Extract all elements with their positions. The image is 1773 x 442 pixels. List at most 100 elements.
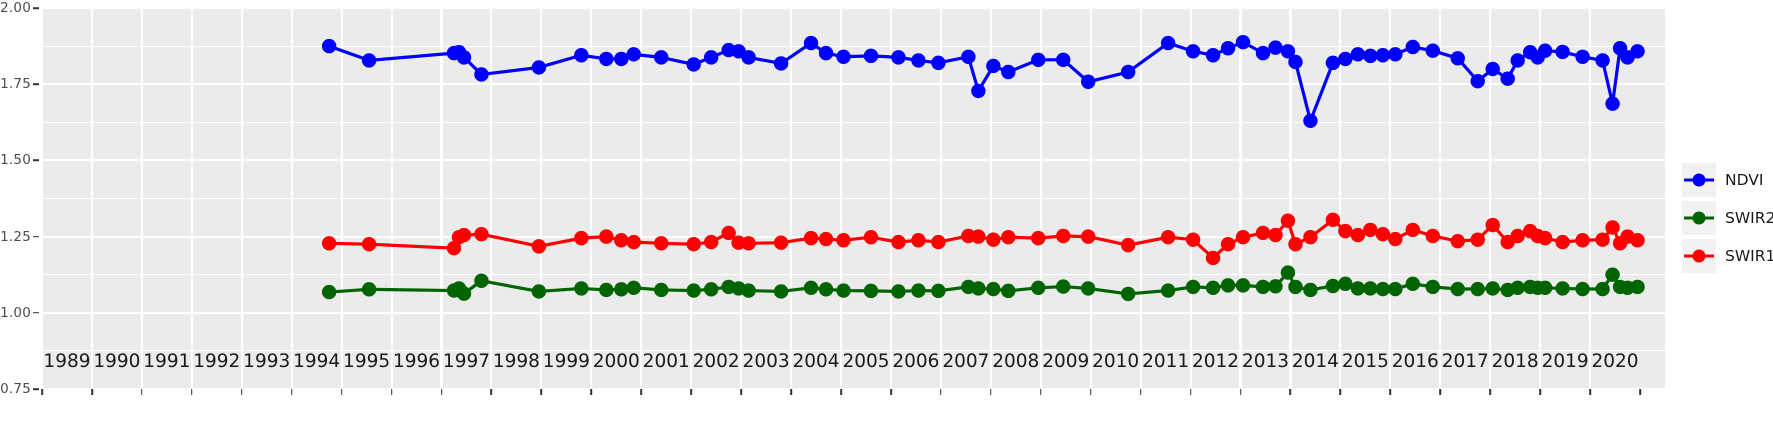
x-axis-tick-mark: [540, 389, 543, 395]
data-point: [1388, 281, 1403, 297]
x-axis-tick-mark: [990, 389, 992, 395]
gridline-vertical-major: [90, 8, 93, 389]
data-point: [1001, 283, 1016, 299]
data-point: [1081, 229, 1096, 244]
x-axis-tick-mark: [390, 389, 393, 395]
gridline-vertical-major: [1039, 8, 1042, 389]
data-point: [1325, 278, 1341, 294]
data-point: [1185, 232, 1201, 247]
data-point: [614, 282, 629, 297]
data-point: [1120, 286, 1136, 302]
data-point: [803, 35, 819, 51]
plot-panel: [42, 8, 1665, 389]
data-point: [803, 230, 819, 246]
data-point: [654, 236, 669, 251]
x-axis-tick-mark: [940, 389, 942, 395]
data-point: [703, 50, 719, 65]
legend-key-swatch: [1682, 201, 1716, 235]
data-point: [836, 49, 851, 64]
data-point: [1001, 64, 1016, 80]
legend-item-ndvi[interactable]: NDVI: [1682, 163, 1763, 197]
x-axis-tick-label: 1989: [43, 351, 91, 372]
data-point: [321, 236, 337, 251]
x-axis-tick-label: 2000: [592, 351, 640, 372]
data-point: [1575, 233, 1590, 248]
data-point: [1388, 231, 1403, 247]
legend-item-swir1[interactable]: SWIR1: [1682, 239, 1773, 273]
data-point: [1450, 233, 1465, 249]
data-point: [1630, 233, 1645, 248]
data-point: [686, 283, 701, 298]
y-axis-tick-mark: [33, 83, 39, 85]
data-point: [1001, 230, 1016, 245]
data-point: [574, 230, 589, 246]
gridline-vertical-major: [1489, 8, 1492, 389]
data-point: [961, 49, 976, 64]
data-point: [1205, 280, 1221, 296]
gridline-horizontal-major: [42, 159, 1665, 162]
data-point: [1081, 281, 1096, 296]
data-point: [1375, 281, 1391, 297]
x-axis-tick-label: 1993: [243, 351, 291, 372]
data-point: [891, 234, 906, 250]
gridline-vertical-major: [290, 8, 293, 389]
data-point: [1235, 230, 1251, 245]
data-point: [1363, 222, 1378, 238]
x-axis-tick-label: 1994: [293, 351, 341, 372]
data-point: [626, 280, 641, 296]
x-axis-tick-mark: [1339, 389, 1342, 395]
gridline-vertical-major: [690, 8, 693, 389]
data-point: [599, 51, 614, 67]
gridline-horizontal-minor: [42, 121, 1665, 123]
gridline-horizontal-minor: [42, 197, 1665, 200]
legend-item-swir2[interactable]: SWIR2: [1682, 201, 1773, 235]
data-point: [986, 232, 1001, 247]
data-point: [863, 48, 879, 64]
data-point: [773, 235, 789, 250]
x-axis-tick-mark: [1389, 389, 1392, 395]
data-point: [1630, 279, 1645, 295]
gridline-vertical-major: [42, 8, 44, 389]
data-point: [574, 48, 589, 63]
x-axis-tick-label: 2009: [1042, 351, 1090, 372]
x-axis-tick-label: 1992: [193, 351, 241, 372]
data-point: [1268, 227, 1283, 243]
data-point: [1120, 237, 1136, 253]
gridline-vertical-major: [540, 8, 543, 389]
legend-label: NDVI: [1725, 171, 1764, 189]
x-axis-tick-label: 2020: [1591, 351, 1639, 372]
gridline-vertical-major: [140, 8, 143, 389]
y-axis-tick-label: 1.75: [0, 76, 31, 93]
data-point: [1056, 228, 1071, 244]
data-point: [931, 234, 946, 250]
data-point: [446, 240, 462, 256]
data-point: [863, 283, 879, 299]
data-point: [1056, 279, 1071, 294]
data-point: [911, 233, 926, 248]
y-axis-tick-label: 0.75: [0, 381, 31, 397]
x-axis-tick-label: 2013: [1241, 351, 1290, 372]
data-point: [1160, 35, 1176, 51]
data-point: [1268, 279, 1283, 294]
y-axis-tick-label: 2.00: [0, 0, 31, 16]
y-axis-tick-label: 1.00: [0, 304, 31, 321]
data-point: [1485, 217, 1500, 233]
x-axis-tick-label: 1990: [93, 351, 141, 372]
gridline-horizontal-major: [42, 235, 1665, 238]
x-axis-tick-mark: [690, 389, 692, 395]
y-axis-tick-label: 1.50: [0, 152, 31, 169]
data-point: [1595, 281, 1610, 297]
data-point: [1185, 44, 1201, 59]
data-point: [863, 230, 879, 245]
x-axis-tick-label: 2003: [742, 351, 790, 372]
gridline-vertical-major: [1589, 8, 1592, 389]
data-point: [599, 282, 614, 298]
data-point: [1303, 113, 1318, 128]
x-axis-tick-mark: [240, 389, 243, 395]
data-point: [1595, 232, 1610, 247]
y-axis-tick-mark: [33, 388, 39, 390]
data-point: [1375, 48, 1391, 63]
x-axis-tick-label: 1996: [392, 351, 441, 372]
data-point: [1425, 279, 1440, 295]
data-point: [836, 283, 851, 298]
